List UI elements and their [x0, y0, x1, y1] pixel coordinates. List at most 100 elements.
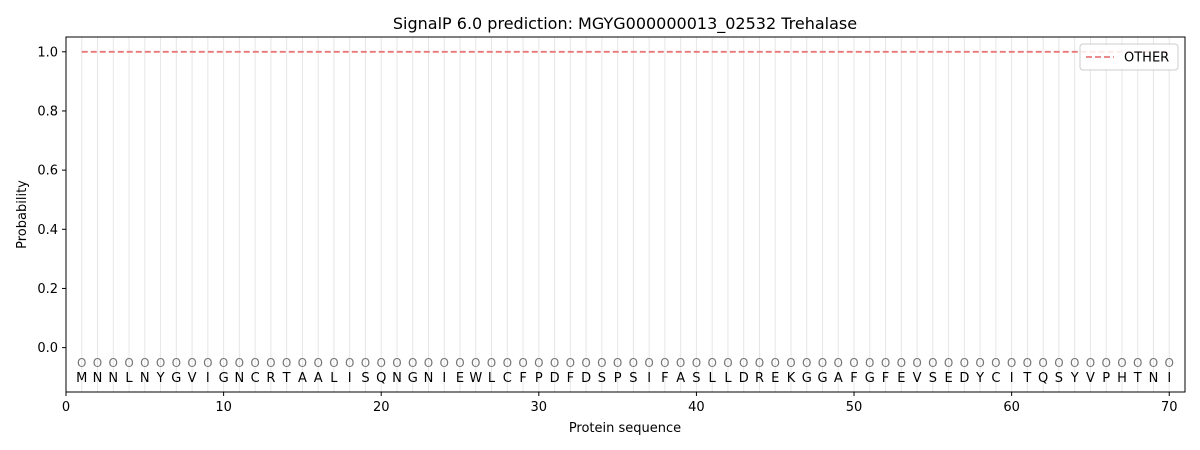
- sequence-letter: V: [188, 371, 197, 386]
- x-tick-label: 10: [215, 400, 232, 415]
- sequence-letter: S: [361, 371, 369, 386]
- predicted-label-marker: O: [629, 356, 638, 370]
- predicted-label-marker: O: [187, 356, 196, 370]
- predicted-label-marker: O: [928, 356, 937, 370]
- predicted-label-marker: O: [1023, 356, 1032, 370]
- x-axis-ticks: 0 10 20 30 40 50 60 70: [62, 392, 1178, 415]
- predicted-label-marker: O: [739, 356, 748, 370]
- sequence-letter: G: [219, 371, 229, 386]
- sequence-letter: I: [206, 371, 210, 386]
- sequence-letter: I: [442, 371, 446, 386]
- predicted-label-marker: O: [849, 356, 858, 370]
- predicted-label-marker: O: [124, 356, 133, 370]
- predicted-label-marker: O: [534, 356, 543, 370]
- sequence-letter: E: [456, 371, 464, 386]
- predicted-label-marker: O: [1038, 356, 1047, 370]
- predicted-label-marker: O: [676, 356, 685, 370]
- predicted-label-marker: O: [865, 356, 874, 370]
- sequence-letter: G: [802, 371, 812, 386]
- sequence-letter: P: [535, 371, 543, 386]
- x-tick-label: 0: [62, 400, 70, 415]
- legend: OTHER: [1079, 43, 1179, 71]
- sequence-letter: G: [865, 371, 875, 386]
- predicted-label-marker: O: [503, 356, 512, 370]
- sequence-letter: T: [1022, 371, 1031, 386]
- sequence-letter: I: [1167, 371, 1171, 386]
- sequence-letter: I: [647, 371, 651, 386]
- predicted-label-marker: O: [109, 356, 118, 370]
- sequence-letter: N: [392, 371, 402, 386]
- sequence-letter: D: [739, 371, 749, 386]
- predicted-label-marker: O: [991, 356, 1000, 370]
- y-tick-label: 0.6: [37, 164, 58, 179]
- predicted-label-marker: O: [156, 356, 165, 370]
- predicted-label-marker: O: [235, 356, 244, 370]
- y-tick-label: 0.0: [37, 341, 58, 356]
- sequence-letter: G: [171, 371, 181, 386]
- x-axis-label: Protein sequence: [569, 421, 681, 436]
- predicted-label-marker: O: [376, 356, 385, 370]
- predicted-label-marker: O: [975, 356, 984, 370]
- sequence-letter: L: [724, 371, 732, 386]
- y-axis-label: Probability: [15, 180, 30, 249]
- predicted-label-marker: O: [818, 356, 827, 370]
- x-tick-label: 50: [846, 400, 863, 415]
- predicted-label-marker: O: [440, 356, 449, 370]
- sequence-letter: C: [991, 371, 1000, 386]
- predicted-label-marker: O: [597, 356, 606, 370]
- predicted-label-marker: O: [786, 356, 795, 370]
- predicted-label-marker: O: [566, 356, 575, 370]
- sequence-letter: N: [1149, 371, 1159, 386]
- predicted-label-marker: O: [219, 356, 228, 370]
- y-tick-label: 0.8: [37, 104, 58, 119]
- predicted-label-marker: O: [660, 356, 669, 370]
- sequence-letter: V: [913, 371, 922, 386]
- sequence-letter: P: [1102, 371, 1110, 386]
- predicted-label-marker: O: [518, 356, 527, 370]
- x-tick-label: 40: [688, 400, 705, 415]
- predicted-label-marker: O: [881, 356, 890, 370]
- predicted-label-marker: O: [960, 356, 969, 370]
- sequence-letter: R: [755, 371, 764, 386]
- predicted-label-marker: O: [1070, 356, 1079, 370]
- sequence-letter: R: [266, 371, 275, 386]
- predicted-label-marker: O: [802, 356, 811, 370]
- sequence-letter: N: [424, 371, 434, 386]
- sequence-letter: L: [709, 371, 717, 386]
- predicted-label-marker: O: [1149, 356, 1158, 370]
- sequence-letter: S: [929, 371, 937, 386]
- predicted-label-marker: O: [345, 356, 354, 370]
- predicted-label-marker: O: [313, 356, 322, 370]
- y-tick-label: 1.0: [37, 45, 58, 60]
- sequence-letter: I: [348, 371, 352, 386]
- sequence-letter: M: [76, 371, 87, 386]
- predicted-label-marker: O: [408, 356, 417, 370]
- predicted-label-marker: O: [282, 356, 291, 370]
- grid-lines: [81, 37, 1170, 392]
- predicted-label-marker: O: [298, 356, 307, 370]
- sequence-letter: F: [850, 371, 857, 386]
- predicted-label-marker: O: [203, 356, 212, 370]
- sequence-letter: S: [1055, 371, 1063, 386]
- sequence-letter: K: [787, 371, 796, 386]
- sequence-letter: E: [944, 371, 952, 386]
- sequence-letter: C: [503, 371, 512, 386]
- sequence-letter: W: [469, 371, 482, 386]
- predicted-label-marker: O: [93, 356, 102, 370]
- predicted-label-marker: O: [392, 356, 401, 370]
- predicted-label-marker: O: [692, 356, 701, 370]
- sequence-letter: Y: [156, 371, 165, 386]
- sequence-letter: Y: [975, 371, 984, 386]
- predicted-label-marker: O: [613, 356, 622, 370]
- x-tick-label: 30: [531, 400, 548, 415]
- sequence-letter: F: [882, 371, 889, 386]
- predicted-label-marker: O: [329, 356, 338, 370]
- predicted-label-marker: O: [707, 356, 716, 370]
- predicted-label-marker: O: [581, 356, 590, 370]
- sequence-letter: T: [1133, 371, 1142, 386]
- sequence-letter: N: [234, 371, 244, 386]
- sequence-letter: E: [897, 371, 905, 386]
- predicted-label-marker: O: [424, 356, 433, 370]
